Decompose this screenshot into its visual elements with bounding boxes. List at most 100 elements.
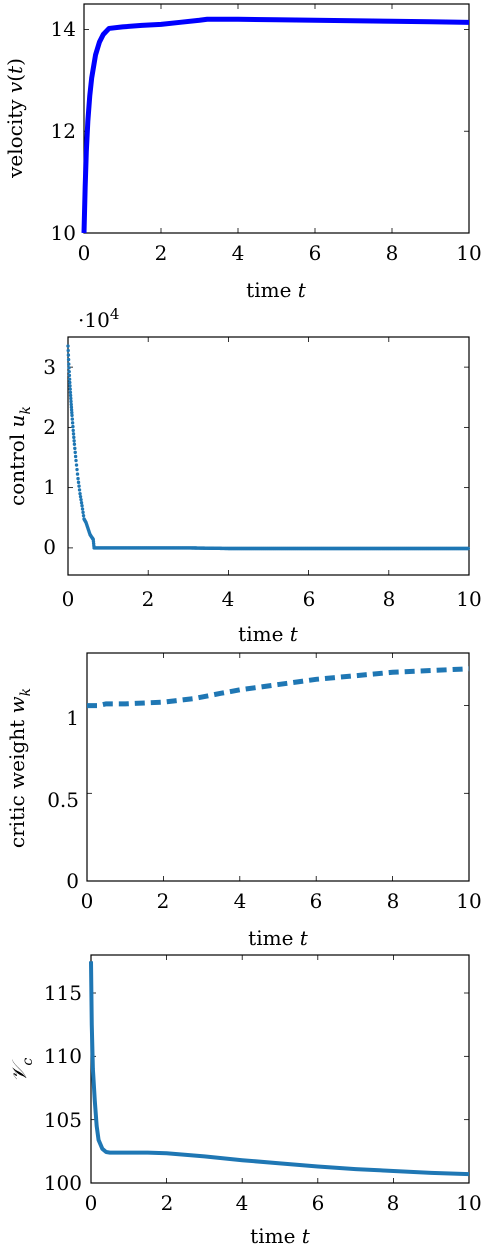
data-point <box>72 439 76 443</box>
data-point <box>67 366 71 370</box>
data-point <box>75 467 79 472</box>
plot-frame <box>90 954 470 1184</box>
data-point <box>67 362 71 366</box>
x-tick-label: 6 <box>312 1191 325 1215</box>
value-chart: 0 2 4 6 8 10 100 105 110 115 time t 𝒱c <box>7 954 482 1248</box>
x-tick-label: 0 <box>85 1191 98 1215</box>
data-point <box>73 446 77 451</box>
y-tick-label: 14 <box>51 17 76 41</box>
x-tick-label: 4 <box>234 889 247 913</box>
x-tick-labels: 0 2 4 6 8 10 <box>78 241 482 265</box>
control-points <box>66 344 471 551</box>
data-point <box>69 396 73 401</box>
x-tick-label: 8 <box>387 1191 400 1215</box>
x-tick-label: 2 <box>157 889 170 913</box>
data-point <box>70 410 74 415</box>
data-point <box>72 435 76 440</box>
data-point <box>76 476 80 481</box>
data-point <box>68 387 72 391</box>
x-tick-label: 6 <box>310 889 323 913</box>
data-point <box>78 494 83 499</box>
y-axis-label: critic weight wk <box>5 688 34 848</box>
data-point <box>71 428 75 433</box>
data-point <box>76 480 81 485</box>
x-tick-labels: 0 2 4 6 8 10 <box>85 1191 482 1215</box>
x-axis-label: time t <box>250 1224 311 1248</box>
x-axis-label: time t <box>248 926 309 950</box>
y-tick-label: 1 <box>66 706 79 730</box>
data-point <box>73 454 78 459</box>
data-point <box>75 472 80 476</box>
value-line <box>89 961 470 1177</box>
data-point <box>69 405 74 409</box>
y-tick-label: 12 <box>51 119 76 143</box>
data-point <box>74 463 79 467</box>
data-point <box>67 369 71 374</box>
data-point <box>74 458 78 463</box>
tick-marks <box>90 955 470 1184</box>
velocity-line <box>81 16 470 234</box>
x-tick-label: 2 <box>142 587 155 611</box>
velocity-chart: 0 2 4 6 8 10 10 12 14 time t velocity v(… <box>3 3 482 302</box>
y-tick-label: 2 <box>43 415 56 439</box>
tick-marks <box>86 653 470 882</box>
data-point <box>66 357 71 362</box>
plot-frame <box>67 336 470 576</box>
y-tick-label: 115 <box>44 981 82 1005</box>
y-scale-label: ·104 <box>78 305 119 332</box>
x-tick-label: 8 <box>386 241 399 265</box>
x-tick-label: 2 <box>155 241 168 265</box>
x-tick-label: 8 <box>383 587 396 611</box>
y-axis-label: velocity v(t) <box>3 58 27 179</box>
critic-weight-line <box>87 666 470 709</box>
data-point <box>73 450 77 455</box>
data-point <box>72 442 77 446</box>
data-point <box>66 344 70 348</box>
x-axis-label: time t <box>238 622 299 646</box>
x-tick-label: 10 <box>456 889 481 913</box>
x-tick-label: 0 <box>62 587 75 611</box>
x-tick-label: 2 <box>161 1191 174 1215</box>
data-point <box>68 384 72 388</box>
x-tick-labels: 0 2 4 6 8 10 <box>81 889 482 913</box>
x-tick-label: 10 <box>456 587 481 611</box>
critic-weight-chart: 0 2 4 6 8 10 0 0.5 1 time t critic weigh… <box>5 652 482 950</box>
control-chart: ·104 0 2 4 6 8 10 0 1 2 3 time t control… <box>5 305 482 646</box>
y-tick-label: 1 <box>43 475 56 499</box>
data-point <box>71 432 76 436</box>
y-tick-label: 0 <box>66 869 79 893</box>
y-tick-label: 110 <box>44 1044 82 1068</box>
y-tick-label: 105 <box>44 1108 82 1132</box>
data-point <box>80 507 85 511</box>
data-point <box>66 348 70 353</box>
x-tick-label: 0 <box>78 241 91 265</box>
x-tick-label: 10 <box>456 241 481 265</box>
data-point <box>66 353 71 357</box>
data-point <box>68 393 73 398</box>
x-tick-label: 6 <box>303 587 316 611</box>
tick-marks <box>67 337 470 575</box>
data-point <box>68 380 72 385</box>
y-tick-label: 100 <box>44 1171 82 1195</box>
data-point <box>466 546 471 551</box>
data-point <box>70 421 75 425</box>
x-tick-label: 0 <box>81 889 94 913</box>
y-tick-labels: 0 0.5 1 <box>47 706 79 893</box>
y-tick-label: 0 <box>43 535 56 559</box>
plot-frame <box>83 3 470 234</box>
data-point <box>70 413 74 418</box>
tick-marks <box>83 4 470 234</box>
data-point <box>81 510 85 515</box>
data-point <box>67 377 72 381</box>
y-tick-label: 0.5 <box>47 788 79 812</box>
y-tick-labels: 100 105 110 115 <box>44 981 82 1195</box>
y-axis-label: 𝒱c <box>7 1058 36 1083</box>
data-point <box>71 424 75 429</box>
data-point <box>69 399 73 404</box>
data-point <box>79 497 83 502</box>
data-point <box>67 373 72 378</box>
data-point <box>68 390 73 395</box>
plot-frame <box>86 652 470 882</box>
data-point <box>78 491 82 496</box>
